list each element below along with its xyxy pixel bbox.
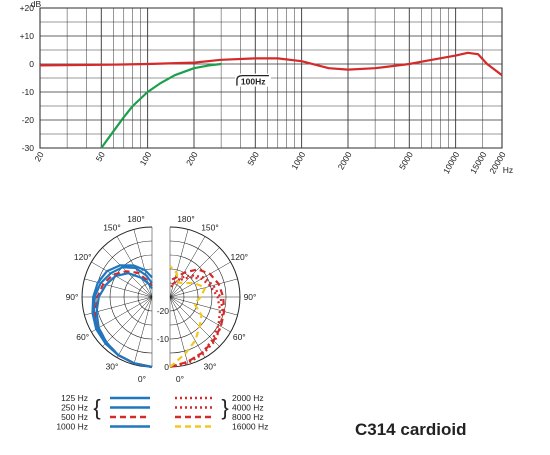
- polar-curve-left: [95, 272, 153, 369]
- polar-grid-spoke: [169, 296, 220, 347]
- polar-grid-spoke: [169, 296, 189, 365]
- legend-label: 8000 Hz: [232, 412, 264, 422]
- polar-angle-label: 0°: [176, 374, 184, 384]
- polar-curve-right: [169, 265, 207, 368]
- polar-angle-label: 180°: [127, 214, 145, 224]
- polar-angle-label: 180°: [177, 214, 195, 224]
- polar-curve-right: [169, 268, 226, 369]
- legend-label: 125 Hz: [61, 393, 88, 403]
- x-tick-label: 5000: [397, 150, 415, 172]
- y-axis-label: dB: [31, 0, 42, 9]
- x-tick-label: 100: [138, 150, 154, 168]
- annotation-box: [234, 73, 271, 87]
- legend-brace: }: [221, 395, 228, 420]
- polar-angle-label: 30°: [106, 361, 119, 371]
- polar-grid-spoke: [102, 296, 153, 347]
- polar-grid-spoke: [169, 261, 231, 298]
- polar-grid-spoke: [169, 296, 206, 358]
- annotation-label: 100Hz: [241, 77, 266, 87]
- polar-grid-spoke: [169, 247, 220, 298]
- polar-grid-spoke: [133, 229, 153, 298]
- polar-radial-label: -10: [157, 334, 170, 344]
- x-tick-label: 2000: [336, 150, 354, 172]
- frequency-response-curve: [39, 51, 503, 77]
- polar-angle-label: 0°: [138, 374, 146, 384]
- polar-grid-spoke: [169, 296, 238, 316]
- polar-grid-spoke: [116, 296, 153, 358]
- polar-radial-label: 0: [164, 362, 169, 372]
- y-tick-label: -20: [22, 115, 35, 125]
- x-tick-label: 10000: [441, 150, 462, 176]
- y-tick-label: -10: [22, 87, 35, 97]
- legend-label: 2000 Hz: [232, 393, 264, 403]
- y-tick-label: +10: [20, 31, 35, 41]
- polar-angle-label: 90°: [244, 292, 257, 302]
- polar-angle-label: 60°: [233, 332, 246, 342]
- polar-angle-label: 120°: [230, 252, 248, 262]
- chart-title: C314 cardioid: [355, 420, 467, 439]
- x-tick-label: 50: [94, 150, 108, 163]
- legend-label: 250 Hz: [61, 403, 88, 413]
- bass-cut-curve: [100, 62, 222, 149]
- x-tick-label: 15000: [468, 150, 489, 176]
- legend-label: 16000 Hz: [232, 422, 268, 432]
- legend-label: 1000 Hz: [56, 422, 88, 432]
- x-axis-label: Hz: [503, 165, 513, 175]
- polar-grid-spoke: [133, 296, 153, 365]
- polar-curve-right: [169, 274, 224, 369]
- x-tick-label: 1000: [289, 150, 307, 172]
- polar-angle-label: 120°: [74, 252, 92, 262]
- polar-grid-spoke: [169, 236, 206, 298]
- y-tick-label: -30: [22, 143, 35, 153]
- polar-grid-spoke: [91, 261, 153, 298]
- legend-label: 4000 Hz: [232, 403, 264, 413]
- highpass-filter-icon: [236, 74, 269, 86]
- x-tick-label: 500: [245, 150, 261, 168]
- polar-radial-label: -20: [157, 306, 170, 316]
- polar-angle-label: 150°: [201, 223, 219, 233]
- y-tick-label: 0: [29, 59, 34, 69]
- polar-angle-label: 90°: [66, 292, 79, 302]
- legend-brace: {: [93, 395, 100, 420]
- polar-angle-label: 30°: [204, 361, 217, 371]
- polar-grid-spoke: [169, 229, 189, 298]
- x-tick-label: 200: [184, 150, 200, 168]
- polar-angle-label: 60°: [76, 332, 89, 342]
- legend-label: 500 Hz: [61, 412, 88, 422]
- polar-grid-spoke: [84, 278, 153, 298]
- x-tick-label: 20: [32, 150, 46, 163]
- polar-grid-spoke: [91, 296, 153, 333]
- polar-grid-spoke: [169, 278, 238, 298]
- y-tick-label: +20: [20, 3, 35, 13]
- polar-angle-label: 150°: [103, 223, 121, 233]
